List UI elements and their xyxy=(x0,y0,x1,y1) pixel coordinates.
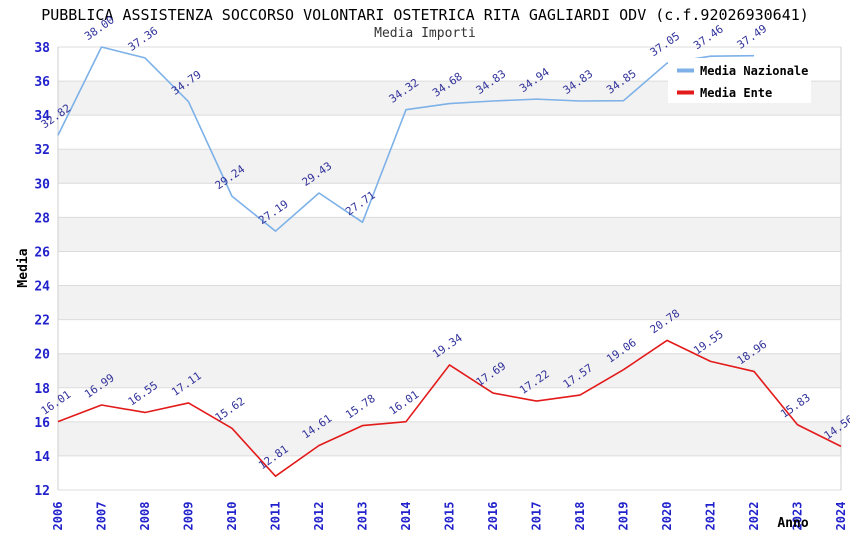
x-tick-label: 2008 xyxy=(138,502,152,531)
data-label: 15.78 xyxy=(343,392,378,422)
y-tick-label: 14 xyxy=(34,450,50,465)
y-tick-label: 38 xyxy=(34,41,50,56)
x-tick-label: 2019 xyxy=(617,502,631,531)
legend-box xyxy=(668,58,811,103)
x-tick-label: 2020 xyxy=(660,502,674,531)
x-tick-label: 2016 xyxy=(486,502,500,531)
plot-band xyxy=(58,217,841,252)
y-tick-label: 18 xyxy=(34,382,50,397)
x-tick-label: 2010 xyxy=(225,502,239,531)
x-tick-label: 2012 xyxy=(312,502,326,531)
data-label: 27.71 xyxy=(343,189,378,219)
plot-band xyxy=(58,421,841,456)
x-tick-label: 2018 xyxy=(573,502,587,531)
plot-band xyxy=(58,285,841,320)
x-tick-label: 2014 xyxy=(399,502,413,531)
y-tick-label: 26 xyxy=(34,245,50,260)
plot-band xyxy=(58,149,841,184)
x-tick-label: 2013 xyxy=(356,502,370,531)
plot-band xyxy=(58,353,841,388)
chart-subtitle: Media Importi xyxy=(374,26,476,41)
series-line-media-nazionale xyxy=(57,46,755,232)
legend-label-media-nazionale: Media Nazionale xyxy=(700,64,808,78)
data-label: 19.55 xyxy=(691,328,726,358)
legend-label-media-ente: Media Ente xyxy=(700,86,772,100)
y-tick-label: 16 xyxy=(34,416,50,431)
y-tick-label: 20 xyxy=(34,348,50,363)
data-label: 37.46 xyxy=(691,23,726,53)
x-tick-label: 2021 xyxy=(704,502,718,531)
series-line-media-ente xyxy=(57,339,842,477)
data-label: 16.01 xyxy=(387,388,422,418)
x-tick-label: 2022 xyxy=(747,502,761,531)
x-axis-title: Anno xyxy=(777,516,808,531)
x-tick-label: 2011 xyxy=(269,502,283,531)
y-tick-label: 36 xyxy=(34,75,50,90)
y-tick-label: 12 xyxy=(34,484,50,499)
x-tick-label: 2006 xyxy=(51,502,65,531)
x-tick-label: 2009 xyxy=(182,502,196,531)
data-label: 15.62 xyxy=(213,395,248,425)
y-axis-title: Media xyxy=(16,248,31,287)
data-label: 37.36 xyxy=(126,24,161,54)
x-tick-label: 2023 xyxy=(791,502,805,531)
data-label: 38.00 xyxy=(82,13,117,43)
y-tick-label: 34 xyxy=(34,109,50,124)
chart-title: PUBBLICA ASSISTENZA SOCCORSO VOLONTARI O… xyxy=(41,6,809,24)
y-tick-label: 32 xyxy=(34,143,50,158)
x-tick-label: 2007 xyxy=(95,502,109,531)
y-tick-label: 28 xyxy=(34,211,50,226)
data-label: 37.05 xyxy=(648,29,683,59)
y-tick-label: 30 xyxy=(34,177,50,192)
x-tick-label: 2017 xyxy=(530,502,544,531)
y-tick-label: 22 xyxy=(34,314,50,329)
x-tick-label: 2024 xyxy=(834,502,848,531)
data-label: 15.83 xyxy=(778,391,813,421)
x-tick-label: 2015 xyxy=(443,502,457,531)
y-tick-label: 24 xyxy=(34,280,50,295)
